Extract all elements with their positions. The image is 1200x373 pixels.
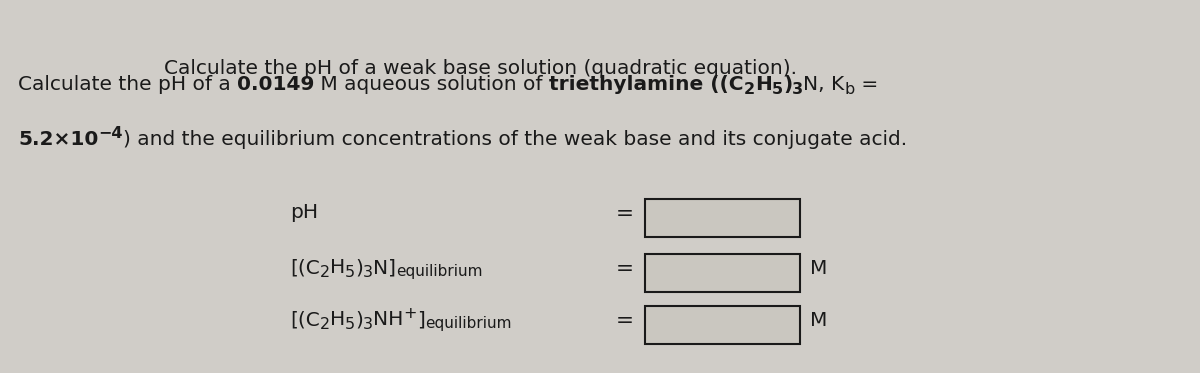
Text: 5: 5: [346, 265, 355, 280]
Text: N, K: N, K: [803, 75, 845, 94]
Text: ) and the equilibrium concentrations of the weak base and its conjugate acid.: ) and the equilibrium concentrations of …: [122, 130, 907, 149]
Text: 2: 2: [319, 265, 330, 280]
Text: 3: 3: [792, 82, 803, 97]
Text: triethylamine ((C: triethylamine ((C: [550, 75, 744, 94]
Text: equilibrium: equilibrium: [425, 316, 511, 331]
Text: 5: 5: [346, 317, 355, 332]
Text: ]: ]: [418, 310, 425, 329]
Text: Calculate the pH of a: Calculate the pH of a: [18, 75, 238, 94]
Text: 3: 3: [364, 265, 373, 280]
Text: H: H: [330, 258, 346, 277]
Text: +: +: [403, 306, 418, 321]
Text: Calculate the pH of a weak base solution (quadratic equation).: Calculate the pH of a weak base solution…: [164, 59, 797, 78]
Text: M aqueous solution of: M aqueous solution of: [314, 75, 550, 94]
Text: =: =: [854, 75, 878, 94]
Text: pH: pH: [290, 203, 318, 222]
Text: 2: 2: [319, 317, 330, 332]
Text: ): ): [784, 75, 792, 94]
FancyBboxPatch shape: [646, 306, 800, 344]
Text: =: =: [616, 204, 634, 224]
Text: M: M: [810, 260, 827, 279]
Text: 3: 3: [364, 317, 373, 332]
Text: ): ): [355, 310, 364, 329]
Text: =: =: [616, 259, 634, 279]
Text: b: b: [845, 82, 854, 97]
Text: =: =: [616, 311, 634, 331]
Text: equilibrium: equilibrium: [396, 264, 482, 279]
Text: N]: N]: [373, 258, 396, 277]
Text: 0.0149: 0.0149: [238, 75, 314, 94]
Text: ): ): [355, 258, 364, 277]
Text: 5.2×10: 5.2×10: [18, 130, 98, 149]
Text: −4: −4: [98, 126, 122, 141]
Text: H: H: [755, 75, 772, 94]
Text: 2: 2: [744, 82, 755, 97]
Text: NH: NH: [373, 310, 403, 329]
Text: [(C: [(C: [290, 310, 319, 329]
Text: H: H: [330, 310, 346, 329]
Text: [(C: [(C: [290, 258, 319, 277]
FancyBboxPatch shape: [646, 199, 800, 237]
Text: 5: 5: [772, 82, 784, 97]
Text: M: M: [810, 311, 827, 330]
FancyBboxPatch shape: [646, 254, 800, 292]
